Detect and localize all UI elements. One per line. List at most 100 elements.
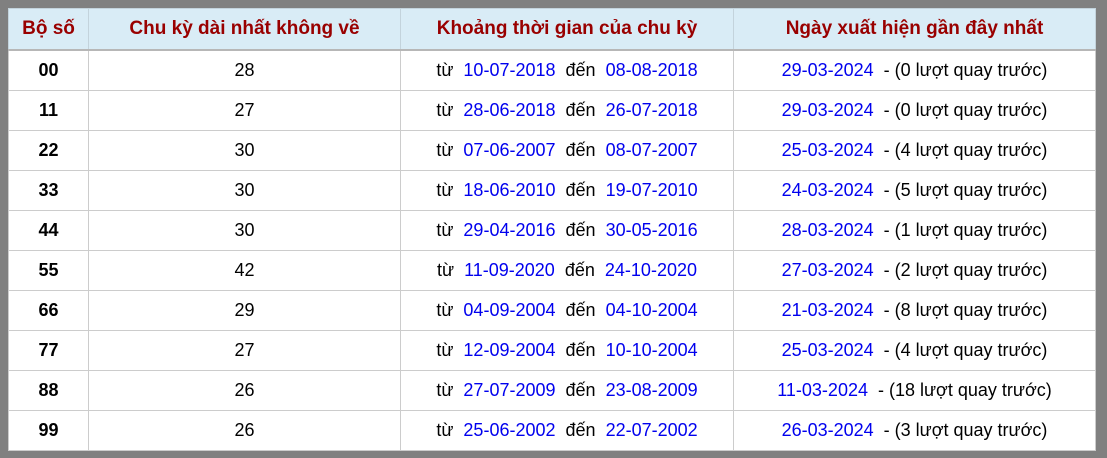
from-date-link[interactable]: 12-09-2004 — [463, 340, 556, 360]
from-date-link[interactable]: 11-09-2020 — [464, 260, 555, 280]
from-date-link[interactable]: 27-07-2009 — [463, 380, 556, 400]
cycle-value: 29 — [234, 300, 255, 320]
cell-period: từ 25-06-2002 đến 22-07-2002 — [400, 410, 734, 451]
from-label: từ — [436, 140, 454, 160]
from-date-link[interactable]: 18-06-2010 — [463, 180, 556, 200]
col-header-pair: Bộ số — [8, 8, 89, 51]
from-date-link[interactable]: 28-06-2018 — [463, 100, 556, 120]
cell-pair: 66 — [8, 290, 89, 331]
cell-pair: 44 — [8, 210, 89, 251]
to-label: đến — [565, 100, 596, 120]
from-label: từ — [436, 180, 454, 200]
from-date-link[interactable]: 07-06-2007 — [463, 140, 556, 160]
cell-recent: 25-03-2024 - (4 lượt quay trước) — [733, 130, 1096, 171]
recent-note: - (1 lượt quay trước) — [883, 220, 1048, 240]
lottery-cycle-stats-table: Bộ số Chu kỳ dài nhất không về Khoảng th… — [8, 8, 1096, 451]
to-date-link[interactable]: 26-07-2018 — [605, 100, 698, 120]
recent-date-link[interactable]: 11-03-2024 — [777, 380, 868, 400]
cell-period: từ 07-06-2007 đến 08-07-2007 — [400, 130, 734, 171]
recent-note: - (0 lượt quay trước) — [883, 100, 1048, 120]
from-label: từ — [436, 60, 454, 80]
cell-recent: 28-03-2024 - (1 lượt quay trước) — [733, 210, 1096, 251]
cell-recent: 21-03-2024 - (8 lượt quay trước) — [733, 290, 1096, 331]
from-date-link[interactable]: 10-07-2018 — [463, 60, 556, 80]
pair-value: 99 — [38, 420, 59, 440]
cell-cycle: 30 — [88, 170, 401, 211]
cycle-value: 28 — [234, 60, 255, 80]
to-label: đến — [565, 340, 596, 360]
table-row: 99 26 từ 25-06-2002 đến 22-07-2002 26-03… — [8, 410, 1096, 451]
to-date-link[interactable]: 10-10-2004 — [605, 340, 698, 360]
cell-pair: 88 — [8, 370, 89, 411]
pair-value: 77 — [38, 340, 59, 360]
to-date-link[interactable]: 24-10-2020 — [604, 260, 697, 280]
recent-date-link[interactable]: 29-03-2024 — [781, 60, 874, 80]
recent-date-link[interactable]: 21-03-2024 — [781, 300, 874, 320]
table-row: 77 27 từ 12-09-2004 đến 10-10-2004 25-03… — [8, 330, 1096, 371]
table-row: 00 28 từ 10-07-2018 đến 08-08-2018 29-03… — [8, 49, 1096, 91]
recent-note: - (4 lượt quay trước) — [883, 140, 1048, 160]
to-date-link[interactable]: 08-07-2007 — [605, 140, 698, 160]
cycle-value: 30 — [234, 180, 255, 200]
cell-cycle: 29 — [88, 290, 401, 331]
cell-pair: 33 — [8, 170, 89, 211]
to-label: đến — [565, 300, 596, 320]
from-date-link[interactable]: 25-06-2002 — [463, 420, 556, 440]
to-label: đến — [565, 180, 596, 200]
recent-date-link[interactable]: 24-03-2024 — [781, 180, 874, 200]
recent-note: - (18 lượt quay trước) — [878, 380, 1052, 400]
from-label: từ — [436, 420, 454, 440]
from-date-link[interactable]: 29-04-2016 — [463, 220, 556, 240]
pair-value: 88 — [38, 380, 59, 400]
pair-value: 33 — [38, 180, 59, 200]
cell-cycle: 30 — [88, 210, 401, 251]
cycle-value: 27 — [234, 340, 255, 360]
cell-recent: 24-03-2024 - (5 lượt quay trước) — [733, 170, 1096, 211]
from-label: từ — [437, 260, 455, 280]
to-date-link[interactable]: 30-05-2016 — [605, 220, 698, 240]
to-date-link[interactable]: 04-10-2004 — [605, 300, 698, 320]
cell-period: từ 04-09-2004 đến 04-10-2004 — [400, 290, 734, 331]
to-date-link[interactable]: 08-08-2018 — [605, 60, 698, 80]
cell-cycle: 26 — [88, 410, 401, 451]
to-label: đến — [565, 60, 596, 80]
recent-date-link[interactable]: 28-03-2024 — [781, 220, 874, 240]
pair-value: 00 — [38, 60, 59, 80]
cell-period: từ 18-06-2010 đến 19-07-2010 — [400, 170, 734, 211]
cycle-value: 26 — [234, 420, 255, 440]
recent-date-link[interactable]: 26-03-2024 — [781, 420, 874, 440]
from-date-link[interactable]: 04-09-2004 — [463, 300, 556, 320]
recent-date-link[interactable]: 25-03-2024 — [781, 340, 874, 360]
to-date-link[interactable]: 23-08-2009 — [605, 380, 698, 400]
from-label: từ — [436, 220, 454, 240]
from-label: từ — [436, 300, 454, 320]
col-header-cycle: Chu kỳ dài nhất không về — [88, 8, 401, 51]
col-header-recent: Ngày xuất hiện gần đây nhất — [733, 8, 1096, 51]
cell-cycle: 30 — [88, 130, 401, 171]
cell-recent: 11-03-2024 - (18 lượt quay trước) — [733, 370, 1096, 411]
cell-cycle: 27 — [88, 90, 401, 131]
to-date-link[interactable]: 22-07-2002 — [605, 420, 698, 440]
header-row: Bộ số Chu kỳ dài nhất không về Khoảng th… — [8, 8, 1096, 51]
cycle-value: 30 — [234, 140, 255, 160]
recent-date-link[interactable]: 25-03-2024 — [781, 140, 874, 160]
cell-recent: 29-03-2024 - (0 lượt quay trước) — [733, 49, 1096, 91]
to-label: đến — [565, 420, 596, 440]
recent-date-link[interactable]: 27-03-2024 — [781, 260, 874, 280]
to-label: đến — [564, 260, 595, 280]
table-row: 55 42 từ 11-09-2020 đến 24-10-2020 27-03… — [8, 250, 1096, 291]
recent-note: - (4 lượt quay trước) — [883, 340, 1048, 360]
to-date-link[interactable]: 19-07-2010 — [605, 180, 698, 200]
pair-value: 66 — [38, 300, 59, 320]
cell-recent: 25-03-2024 - (4 lượt quay trước) — [733, 330, 1096, 371]
to-label: đến — [565, 140, 596, 160]
cycle-value: 30 — [234, 220, 255, 240]
cell-cycle: 42 — [88, 250, 401, 291]
cell-pair: 22 — [8, 130, 89, 171]
cell-period: từ 27-07-2009 đến 23-08-2009 — [400, 370, 734, 411]
recent-date-link[interactable]: 29-03-2024 — [781, 100, 874, 120]
cycle-value: 26 — [234, 380, 255, 400]
recent-note: - (2 lượt quay trước) — [883, 260, 1048, 280]
cell-cycle: 28 — [88, 49, 401, 91]
